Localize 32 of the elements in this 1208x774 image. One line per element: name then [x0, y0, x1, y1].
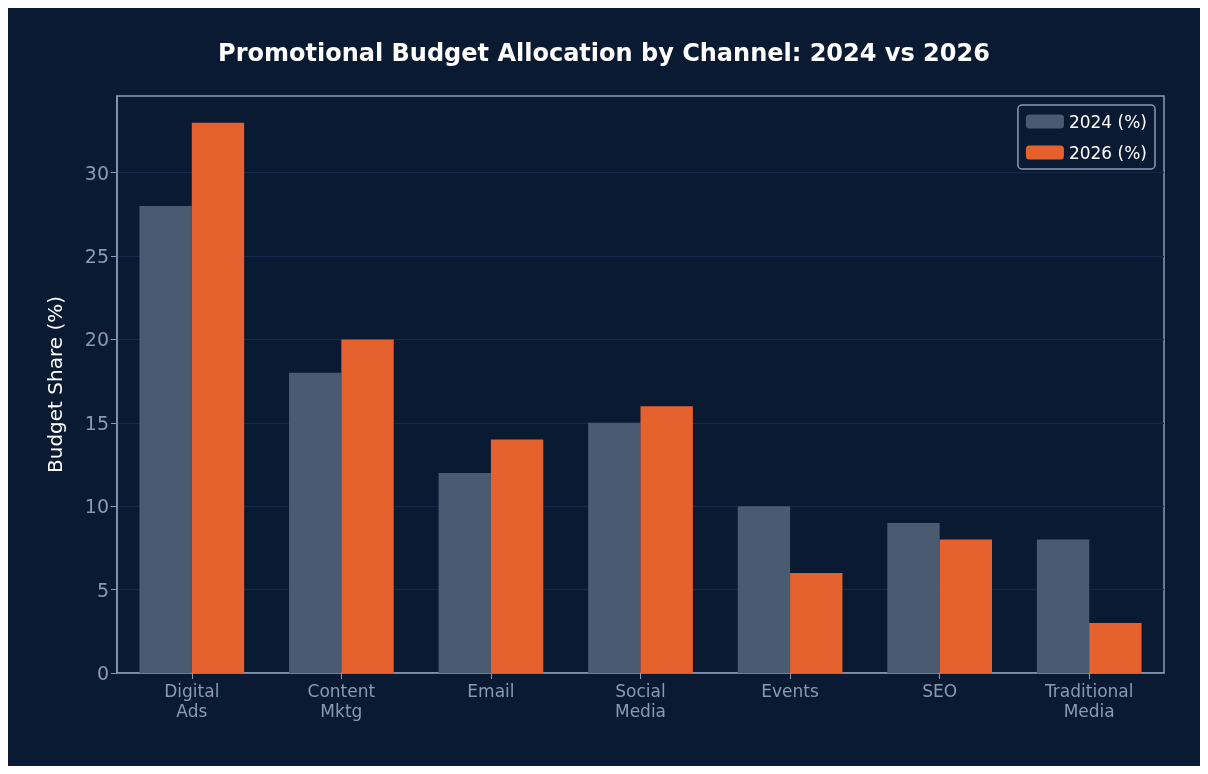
- x-tick-label: Traditional Media: [1043, 681, 1134, 721]
- y-tick-label: 15: [84, 411, 109, 434]
- y-tick-label: 25: [84, 245, 109, 268]
- bar: [737, 506, 791, 673]
- bar: [490, 439, 544, 673]
- y-tick-label: 5: [96, 578, 109, 601]
- x-tick-label: Content Mktg: [307, 681, 376, 721]
- bar: [139, 206, 192, 673]
- bar: [887, 522, 940, 673]
- y-tick-label: 30: [84, 161, 109, 184]
- bar: [191, 122, 245, 673]
- legend-label: 2024 (%): [1068, 111, 1148, 132]
- y-tick-label: 0: [96, 662, 109, 684]
- bar: [939, 539, 992, 673]
- y-axis-title: Budget Share (%): [43, 296, 67, 473]
- bar: [588, 422, 641, 673]
- bar: [341, 339, 394, 673]
- y-tick-label: 20: [84, 328, 109, 351]
- bar: [790, 572, 843, 673]
- legend-label: 2026 (%): [1068, 142, 1148, 163]
- bar: [1036, 539, 1090, 673]
- chart-title: Promotional Budget Allocation by Channel: 2024 vs 2026: [218, 39, 990, 67]
- x-tick-label: Events: [761, 681, 819, 701]
- x-tick-label: SEO: [922, 681, 958, 701]
- y-tick-label: 10: [84, 495, 109, 518]
- bar: [438, 472, 491, 673]
- bar: [289, 372, 342, 673]
- bar: [640, 406, 693, 673]
- x-tick-label: Social Media: [614, 681, 667, 721]
- x-tick-label: Digital Ads: [164, 681, 220, 721]
- x-tick-label: Email: [467, 681, 515, 701]
- bar: [1089, 622, 1142, 673]
